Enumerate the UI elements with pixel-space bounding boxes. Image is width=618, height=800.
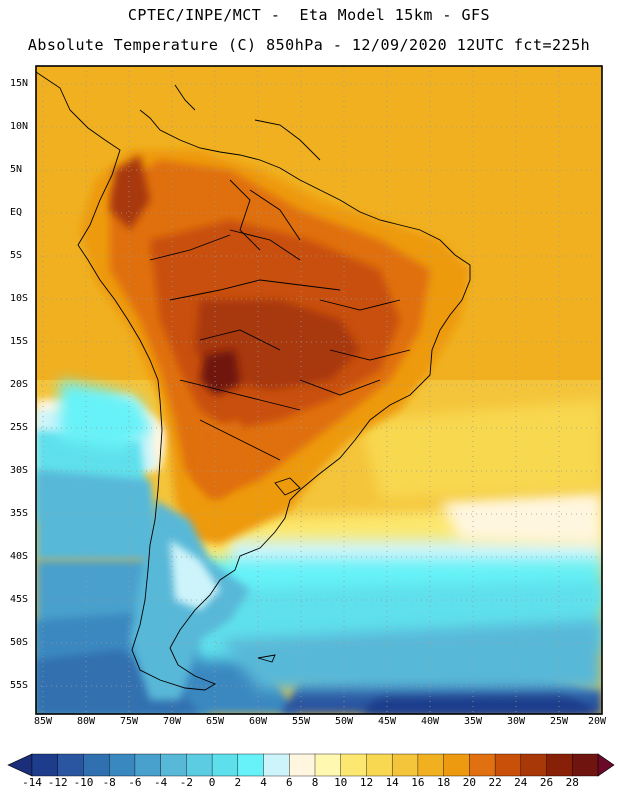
map-frame	[35, 65, 603, 715]
colorbar-swatch	[546, 753, 573, 777]
coastlines	[36, 71, 471, 691]
lon-label: 50W	[334, 716, 354, 727]
graticule	[36, 66, 602, 714]
colorbar-tick-label: 6	[285, 776, 293, 789]
lon-label: 80W	[76, 716, 96, 727]
lon-label: 40W	[420, 716, 440, 727]
colorbar-swatch	[572, 753, 599, 777]
lat-label: 15N	[10, 78, 29, 89]
colorbar-swatch	[237, 753, 265, 777]
colorbar-tick-label: 2	[234, 776, 242, 789]
colorbar-swatch	[391, 753, 419, 777]
lat-label: EQ	[10, 207, 23, 218]
colorbar-under-arrow	[7, 753, 33, 777]
colorbar-tick-label: 4	[260, 776, 267, 789]
colorbar-swatch	[494, 753, 522, 777]
lon-label: 75W	[119, 716, 139, 727]
colorbar-tick-label: 0	[208, 776, 216, 789]
lon-label: 60W	[248, 716, 268, 727]
colorbar-over-arrow	[597, 753, 615, 777]
colorbar-tick-label: 18	[436, 776, 451, 789]
colorbar	[7, 753, 615, 777]
lon-label: 30W	[506, 716, 526, 727]
colorbar-tick-label: 28	[565, 776, 579, 789]
lon-label: 65W	[205, 716, 225, 727]
lon-label: 20W	[587, 716, 607, 727]
colorbar-tick-label: -2	[179, 776, 194, 789]
colorbar-tick-label: -10	[73, 776, 94, 789]
colorbar-swatch	[211, 753, 239, 777]
colorbar-tick-label: 10	[334, 776, 348, 789]
colorbar-tick-label: -14	[22, 776, 42, 789]
lon-label: 45W	[377, 716, 397, 727]
colorbar-swatch	[31, 753, 59, 777]
colorbar-tick-label: 8	[311, 776, 319, 789]
lat-label: 45S	[10, 594, 29, 605]
lat-label: 35S	[10, 508, 29, 519]
colorbar-swatch	[83, 753, 110, 777]
colorbar-tick-label: 22	[488, 776, 502, 789]
lat-label: 30S	[10, 465, 29, 476]
colorbar-swatch	[520, 753, 548, 777]
colorbar-swatch	[263, 753, 290, 777]
lat-label: 25S	[10, 422, 29, 433]
colorbar-swatch	[469, 753, 496, 777]
colorbar-swatch	[57, 753, 84, 777]
colorbar-tick-label: 20	[462, 776, 477, 789]
lat-label: 10N	[10, 121, 29, 132]
colorbar-swatch	[443, 753, 470, 777]
chart-title: CPTEC/INPE/MCT - Eta Model 15km - GFS	[127, 6, 491, 24]
lon-label: 85W	[33, 716, 53, 727]
colorbar-swatch	[366, 753, 393, 777]
lat-label: 55S	[10, 680, 29, 691]
temperature-field	[36, 66, 602, 714]
lat-label: 20S	[10, 379, 29, 390]
colorbar-tick-label: -8	[102, 776, 116, 789]
colorbar-swatch	[108, 753, 136, 777]
colorbar-tick-label: -6	[128, 776, 142, 789]
colorbar-tick-label: 16	[411, 776, 425, 789]
colorbar-tick-label: 14	[385, 776, 399, 789]
colorbar-swatch	[417, 753, 445, 777]
lon-label: 70W	[162, 716, 182, 727]
colorbar-swatch	[340, 753, 367, 777]
colorbar-tick-label: 24	[514, 776, 528, 789]
colorbar-tick-label: 26	[539, 776, 554, 789]
lat-label: 5S	[10, 250, 23, 261]
colorbar-swatch	[134, 753, 162, 777]
colorbar-tick-label: -12	[47, 776, 68, 789]
colorbar-swatch	[186, 753, 213, 777]
chart-subtitle: Absolute Temperature (C) 850hPa - 12/09/…	[27, 36, 591, 54]
lat-label: 10S	[10, 293, 29, 304]
colorbar-swatch	[314, 753, 342, 777]
lat-label: 50S	[10, 637, 29, 648]
colorbar-tick-label: 12	[359, 776, 374, 789]
lon-label: 25W	[549, 716, 569, 727]
lat-label: 40S	[10, 551, 29, 562]
lat-label: 5N	[10, 164, 23, 175]
colorbar-swatch	[160, 753, 187, 777]
lat-label: 15S	[10, 336, 29, 347]
lon-label: 55W	[291, 716, 311, 727]
lon-label: 35W	[463, 716, 483, 727]
colorbar-tick-label: -4	[153, 776, 168, 789]
colorbar-swatch	[289, 753, 316, 777]
